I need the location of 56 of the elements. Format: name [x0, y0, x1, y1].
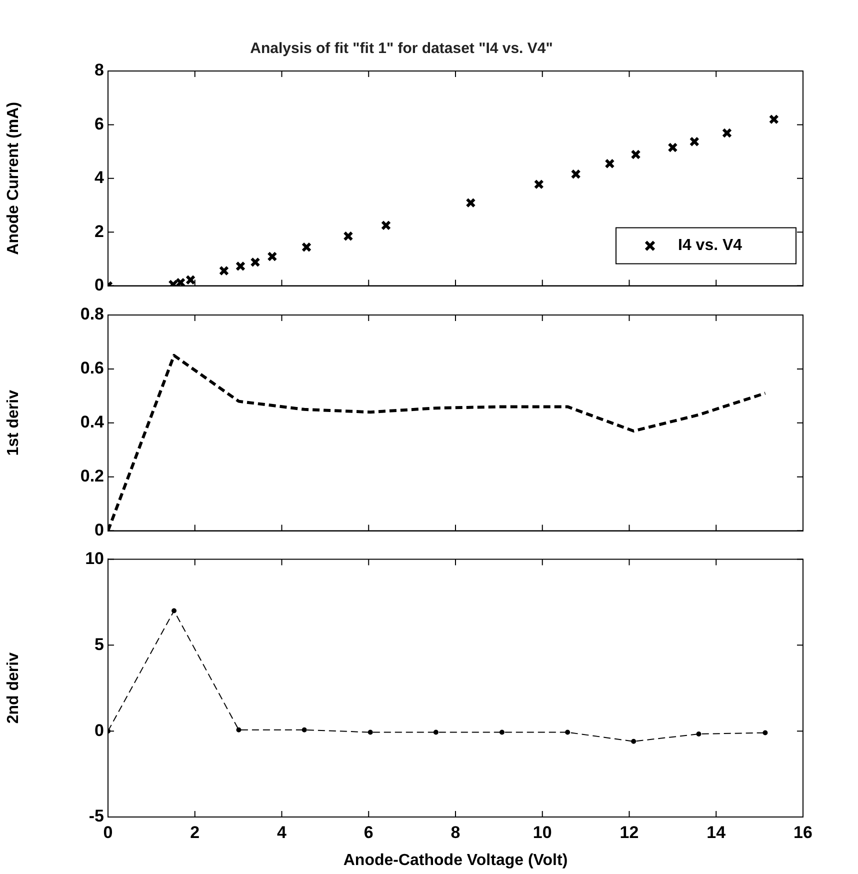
y-tick-label: 0.6: [80, 358, 104, 378]
y-tick-label: 0: [94, 520, 104, 540]
point: [722, 128, 732, 138]
y-tick-label: 10: [85, 548, 104, 568]
x-tick-label: 2: [190, 822, 200, 842]
point: [768, 114, 779, 124]
point: [466, 198, 476, 208]
y-tick-label: 2: [94, 222, 104, 241]
y-axis-title: 1st deriv: [5, 390, 22, 456]
point: [433, 730, 438, 735]
legend-label: I4 vs. V4: [678, 237, 742, 254]
point: [534, 179, 544, 190]
y-tick-label: -5: [88, 806, 104, 826]
point: [762, 730, 768, 736]
y-tick-label: 0.4: [80, 412, 105, 432]
point: [236, 727, 242, 732]
y-tick-label: 8: [94, 60, 104, 80]
point: [668, 142, 678, 153]
y-axis-title: Anode Current (mA): [5, 102, 22, 255]
point: [172, 608, 177, 614]
x-tick-label: 6: [364, 822, 374, 842]
point: [368, 730, 373, 735]
x-tick-label: 10: [532, 822, 552, 842]
point: [380, 220, 392, 230]
point: [630, 149, 641, 160]
x-tick-label: 14: [706, 822, 726, 842]
point: [176, 278, 186, 286]
y-tick-label: 0: [94, 275, 104, 294]
point: [343, 231, 354, 242]
y-tick-label: 6: [94, 114, 104, 134]
x-axis-title: Anode-Cathode Voltage (Volt): [343, 852, 568, 869]
point: [570, 169, 581, 180]
x-tick-label: 8: [450, 822, 460, 842]
point: [235, 261, 246, 272]
point: [604, 158, 615, 169]
point: [689, 136, 700, 147]
point: [302, 727, 307, 732]
y-tick-label: 5: [94, 634, 104, 654]
point: [696, 731, 702, 736]
y-tick-label: 4: [94, 168, 105, 188]
y-tick-label: 0.8: [80, 304, 104, 324]
chart-title: Analysis of fit "fit 1" for dataset "I4 vs. V4": [250, 40, 553, 58]
point: [185, 274, 196, 285]
y-axis-title: 2nd deriv: [5, 652, 22, 724]
x-tick-label: 16: [794, 822, 812, 842]
x-tick-label: 12: [620, 822, 639, 842]
y-tick-label: 0: [94, 720, 104, 740]
point: [631, 738, 636, 744]
y-tick-label: 0.2: [80, 466, 104, 486]
point: [218, 266, 230, 276]
point: [301, 242, 312, 252]
point: [267, 252, 278, 262]
point: [250, 257, 260, 268]
x-tick-label: 4: [277, 822, 288, 842]
point: [565, 730, 570, 735]
point: [499, 730, 504, 735]
